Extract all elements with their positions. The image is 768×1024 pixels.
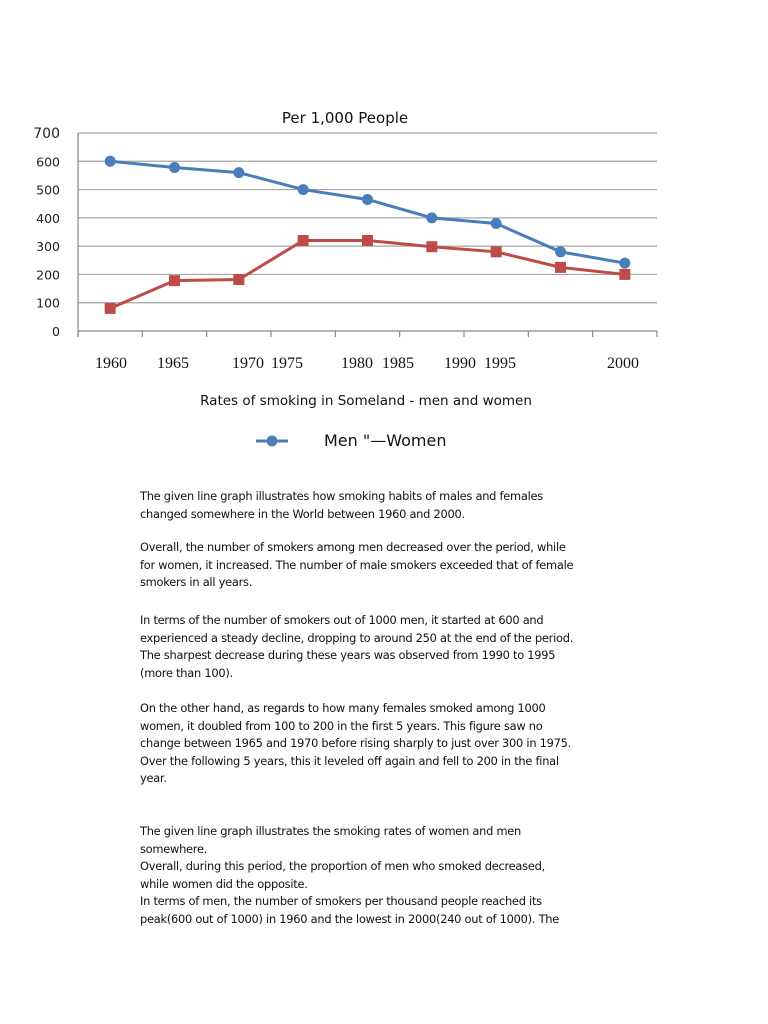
text-line: On the other hand, as regards to how man… xyxy=(140,701,546,715)
x-tick-label: 1960 xyxy=(95,355,127,372)
paragraph: Overall, the number of smokers among men… xyxy=(140,539,574,592)
text-line: women, it doubled from 100 to 200 in the… xyxy=(140,718,543,733)
text-line: The given line graph illustrates how smo… xyxy=(140,489,543,503)
text-line: Over the following 5 years, this it leve… xyxy=(140,753,559,768)
text-line: change between 1965 and 1970 before risi… xyxy=(140,736,572,751)
data-point-men xyxy=(233,167,245,179)
data-point-women xyxy=(297,234,309,246)
data-point-men xyxy=(426,212,438,224)
data-point-women xyxy=(362,234,373,246)
data-point-women xyxy=(490,246,502,258)
data-point-men xyxy=(297,184,309,196)
x-tick-label: 2000 xyxy=(607,355,639,372)
text-line: The given line graph illustrates the smo… xyxy=(140,824,522,838)
data-point-men xyxy=(619,257,631,269)
paragraph: On the other hand, as regards to how man… xyxy=(140,700,571,788)
data-point-men xyxy=(555,246,566,258)
y-tick-label: 600 xyxy=(36,154,60,169)
x-tick-label: 1970 xyxy=(232,355,264,372)
text-line: while women did the opposite. xyxy=(140,876,308,891)
text-line: for women, it increased. The number of m… xyxy=(140,557,574,572)
chart-title: Per 1,000 People xyxy=(282,109,408,127)
data-point-women xyxy=(233,274,245,286)
y-tick-label: 0 xyxy=(52,324,60,339)
text-line: experienced a steady decline, dropping t… xyxy=(140,630,574,645)
line-chart: Per 1,000 People 0 100 200 300 400 500 600 700 19… xyxy=(33,109,658,450)
text-line: peak(600 out of 1000) in 1960 and the lo… xyxy=(140,911,560,926)
y-tick-label: 300 xyxy=(36,239,60,254)
x-tick-label: 1990 xyxy=(444,355,476,372)
text-line: (more than 100). xyxy=(140,665,233,680)
x-tick-label: 1980 xyxy=(341,355,373,372)
x-tick-label: 1965 xyxy=(157,355,189,372)
x-tick-label: 1985 xyxy=(382,355,414,372)
x-axis-label: Rates of smoking in Someland - men and w… xyxy=(200,393,532,409)
y-tick-label: 100 xyxy=(36,296,60,311)
data-point-women xyxy=(619,268,631,280)
data-point-men xyxy=(169,162,180,174)
text-line: In terms of the number of smokers out of… xyxy=(140,613,544,627)
text-line: Overall, the number of smokers among men… xyxy=(140,540,566,554)
text-line: smokers in all years. xyxy=(140,575,253,590)
y-tick-label: 200 xyxy=(36,267,60,282)
paragraph: The given line graph illustrates the smo… xyxy=(140,823,559,929)
x-tick-label: 1995 xyxy=(484,355,516,372)
y-tick-label: 500 xyxy=(36,183,60,198)
paragraph: The given line graph illustrates how smo… xyxy=(140,488,543,523)
text-line: In terms of men, the number of smokers p… xyxy=(140,894,542,909)
text-line: somewhere. xyxy=(140,841,208,856)
data-point-women xyxy=(426,241,438,253)
data-point-men xyxy=(362,193,373,205)
series-line-men xyxy=(110,159,626,265)
text-line: year. xyxy=(140,771,167,786)
legend-text: Men "—Women xyxy=(324,431,446,450)
text-line: changed somewhere in the World between 1… xyxy=(140,506,465,521)
paragraph: In terms of the number of smokers out of… xyxy=(140,612,573,682)
data-point-men xyxy=(104,155,116,167)
y-tick-label: 700 xyxy=(33,126,60,142)
data-point-women xyxy=(169,275,180,287)
data-point-men xyxy=(490,218,502,230)
data-point-women xyxy=(104,302,116,314)
text-line: The sharpest decrease during these years… xyxy=(140,648,556,663)
legend-marker-men xyxy=(266,435,278,447)
x-tick-label: 1975 xyxy=(271,355,303,372)
data-point-women xyxy=(555,261,566,273)
text-line: Overall, during this period, the proport… xyxy=(140,859,545,874)
y-tick-label: 400 xyxy=(36,211,60,226)
